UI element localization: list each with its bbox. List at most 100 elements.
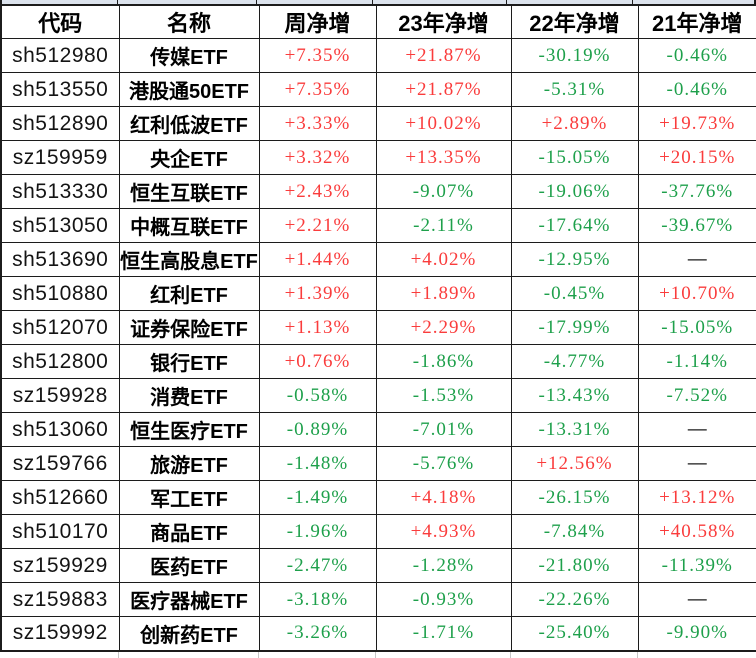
table-row: sz159992 创新药ETF -3.26% -1.71% -25.40% -9… xyxy=(0,616,756,651)
column-header-2022-net-change: 22年净增 xyxy=(510,4,639,39)
net-change-2021: -0.46% xyxy=(637,38,756,73)
week-net-change: +7.35% xyxy=(258,38,377,73)
table-row: sz159766 旅游ETF -1.48% -5.76% +12.56% — xyxy=(0,446,756,481)
etf-name: 港股通50ETF xyxy=(118,72,260,107)
top-row-sliver xyxy=(0,0,756,4)
net-change-2022: -25.40% xyxy=(510,616,639,651)
table-row: sh513050 中概互联ETF +2.21% -2.11% -17.64% -… xyxy=(0,208,756,243)
week-net-change: +3.32% xyxy=(258,140,377,175)
etf-name: 医疗器械ETF xyxy=(118,582,260,617)
net-change-2022: -22.26% xyxy=(510,582,639,617)
table-row: sz159929 医药ETF -2.47% -1.28% -21.80% -11… xyxy=(0,548,756,583)
net-change-2021: — xyxy=(637,412,756,447)
etf-code: sh513690 xyxy=(0,242,120,277)
table-row: sh513550 港股通50ETF +7.35% +21.87% -5.31% … xyxy=(0,72,756,107)
etf-code: sh513550 xyxy=(0,72,120,107)
etf-name: 中概互联ETF xyxy=(118,208,260,243)
etf-code: sz159992 xyxy=(0,616,120,651)
table-row: sh510170 商品ETF -1.96% +4.93% -7.84% +40.… xyxy=(0,514,756,549)
bottom-row-sliver xyxy=(2,651,756,658)
week-net-change: +3.33% xyxy=(258,106,377,141)
etf-name: 证券保险ETF xyxy=(118,310,260,345)
net-change-2022: -13.43% xyxy=(510,378,639,413)
etf-code: sh513060 xyxy=(0,412,120,447)
etf-code: sh513330 xyxy=(0,174,120,209)
table-row: sz159959 央企ETF +3.32% +13.35% -15.05% +2… xyxy=(0,140,756,175)
net-change-2023: -0.93% xyxy=(375,582,512,617)
etf-name: 商品ETF xyxy=(118,514,260,549)
net-change-2021: +19.73% xyxy=(637,106,756,141)
net-change-2023: +4.93% xyxy=(375,514,512,549)
net-change-2021: -1.14% xyxy=(637,344,756,379)
column-header-2023-net-change: 23年净增 xyxy=(375,4,512,39)
net-change-2023: +4.02% xyxy=(375,242,512,277)
top-strip-cell xyxy=(118,0,257,4)
week-net-change: -1.48% xyxy=(258,446,377,481)
column-header-2021-net-change: 21年净增 xyxy=(637,4,756,39)
net-change-2021: +10.70% xyxy=(637,276,756,311)
net-change-2021: +20.15% xyxy=(637,140,756,175)
etf-name: 银行ETF xyxy=(118,344,260,379)
bottom-strip-cell xyxy=(119,651,259,658)
net-change-2022: -5.31% xyxy=(510,72,639,107)
etf-code: sh512980 xyxy=(0,38,120,73)
top-strip-cell xyxy=(2,0,118,4)
etf-code: sz159959 xyxy=(0,140,120,175)
week-net-change: -0.89% xyxy=(258,412,377,447)
table-body: sh512980 传媒ETF +7.35% +21.87% -30.19% -0… xyxy=(0,38,756,651)
week-net-change: -3.26% xyxy=(258,616,377,651)
etf-code: sz159766 xyxy=(0,446,120,481)
top-strip-cell xyxy=(507,0,633,4)
etf-name: 恒生医疗ETF xyxy=(118,412,260,447)
net-change-2023: -7.01% xyxy=(375,412,512,447)
net-change-2023: -9.07% xyxy=(375,174,512,209)
week-net-change: -0.58% xyxy=(258,378,377,413)
etf-code: sh512070 xyxy=(0,310,120,345)
net-change-2021: -37.76% xyxy=(637,174,756,209)
net-change-2022: -12.95% xyxy=(510,242,639,277)
table-header: 代码 名称 周净增 23年净增 22年净增 21年净增 xyxy=(0,4,756,39)
net-change-2021: — xyxy=(637,446,756,481)
header-row: 代码 名称 周净增 23年净增 22年净增 21年净增 xyxy=(0,4,756,39)
bottom-strip-cell xyxy=(2,651,119,658)
net-change-2023: -5.76% xyxy=(375,446,512,481)
top-strip-cell xyxy=(633,0,754,4)
etf-name: 旅游ETF xyxy=(118,446,260,481)
net-change-2022: +12.56% xyxy=(510,446,639,481)
etf-code: sh510170 xyxy=(0,514,120,549)
net-change-2023: -1.71% xyxy=(375,616,512,651)
net-change-2023: +4.18% xyxy=(375,480,512,515)
table-row: sz159928 消费ETF -0.58% -1.53% -13.43% -7.… xyxy=(0,378,756,413)
etf-name: 红利ETF xyxy=(118,276,260,311)
bottom-strip-cell xyxy=(376,651,511,658)
etf-code: sh510880 xyxy=(0,276,120,311)
net-change-2022: -26.15% xyxy=(510,480,639,515)
week-net-change: +2.43% xyxy=(258,174,377,209)
etf-code: sz159929 xyxy=(0,548,120,583)
net-change-2023: -1.53% xyxy=(375,378,512,413)
net-change-2021: — xyxy=(637,242,756,277)
net-change-2021: +40.58% xyxy=(637,514,756,549)
net-change-2021: — xyxy=(637,582,756,617)
net-change-2022: -30.19% xyxy=(510,38,639,73)
table-row: sh512980 传媒ETF +7.35% +21.87% -30.19% -0… xyxy=(0,38,756,73)
week-net-change: -3.18% xyxy=(258,582,377,617)
etf-code: sz159883 xyxy=(0,582,120,617)
bottom-strip-cell xyxy=(259,651,376,658)
net-change-2022: -0.45% xyxy=(510,276,639,311)
etf-code: sh512660 xyxy=(0,480,120,515)
column-header-week-net-change: 周净增 xyxy=(258,4,377,39)
etf-name: 传媒ETF xyxy=(118,38,260,73)
net-change-2023: +13.35% xyxy=(375,140,512,175)
etf-code: sh512890 xyxy=(0,106,120,141)
table-row: sh512890 红利低波ETF +3.33% +10.02% +2.89% +… xyxy=(0,106,756,141)
week-net-change: +1.39% xyxy=(258,276,377,311)
etf-name: 恒生高股息ETF xyxy=(118,242,260,277)
week-net-change: -1.49% xyxy=(258,480,377,515)
week-net-change: +0.76% xyxy=(258,344,377,379)
etf-name: 医药ETF xyxy=(118,548,260,583)
net-change-2021: -15.05% xyxy=(637,310,756,345)
net-change-2023: +21.87% xyxy=(375,72,512,107)
week-net-change: +1.44% xyxy=(258,242,377,277)
column-header-name: 名称 xyxy=(118,4,260,39)
